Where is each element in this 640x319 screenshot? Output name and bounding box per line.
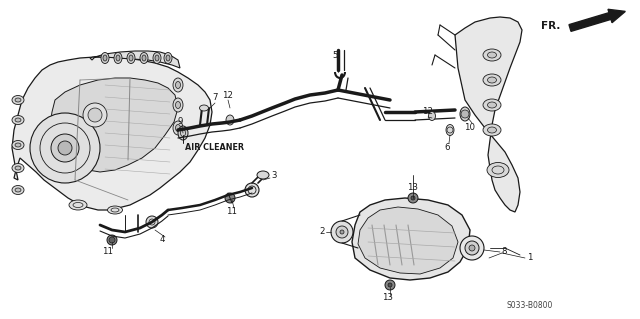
Ellipse shape [69, 200, 87, 210]
Ellipse shape [488, 102, 497, 108]
Text: 11: 11 [102, 248, 113, 256]
Text: 12: 12 [422, 108, 433, 116]
Ellipse shape [446, 124, 454, 136]
Text: 13: 13 [383, 293, 394, 302]
Circle shape [340, 230, 344, 234]
Ellipse shape [483, 74, 501, 86]
Circle shape [460, 236, 484, 260]
Text: 7: 7 [212, 93, 218, 102]
Text: 2: 2 [319, 227, 324, 236]
Circle shape [146, 216, 158, 228]
Ellipse shape [12, 186, 24, 195]
Ellipse shape [15, 143, 21, 147]
Ellipse shape [257, 171, 269, 179]
Ellipse shape [116, 55, 120, 61]
Text: 13: 13 [408, 183, 419, 192]
Circle shape [331, 221, 353, 243]
Ellipse shape [155, 55, 159, 61]
Ellipse shape [15, 188, 21, 192]
Ellipse shape [12, 115, 24, 124]
Ellipse shape [173, 121, 183, 135]
Ellipse shape [153, 53, 161, 63]
Ellipse shape [15, 166, 21, 170]
Text: 1: 1 [527, 254, 532, 263]
Circle shape [225, 193, 235, 203]
Circle shape [245, 183, 259, 197]
Circle shape [30, 113, 100, 183]
Ellipse shape [460, 107, 470, 121]
Ellipse shape [108, 206, 122, 214]
Text: 3: 3 [271, 170, 276, 180]
Ellipse shape [487, 162, 509, 177]
FancyArrow shape [569, 9, 625, 31]
Text: 5: 5 [332, 50, 338, 60]
Ellipse shape [114, 53, 122, 63]
Text: 9: 9 [177, 117, 182, 127]
Circle shape [109, 237, 115, 243]
Polygon shape [352, 198, 470, 280]
Circle shape [465, 241, 479, 255]
Ellipse shape [173, 98, 183, 112]
Circle shape [107, 235, 117, 245]
Circle shape [411, 196, 415, 200]
Ellipse shape [175, 124, 180, 131]
Ellipse shape [12, 164, 24, 173]
Ellipse shape [175, 81, 180, 88]
Circle shape [461, 110, 469, 118]
Ellipse shape [178, 126, 188, 140]
Circle shape [88, 108, 102, 122]
Polygon shape [12, 57, 212, 210]
Ellipse shape [15, 118, 21, 122]
Text: AIR CLEANER: AIR CLEANER [185, 144, 244, 152]
Text: FR.: FR. [541, 21, 560, 31]
Ellipse shape [12, 140, 24, 150]
Circle shape [83, 103, 107, 127]
Ellipse shape [101, 53, 109, 63]
Ellipse shape [173, 78, 183, 92]
Ellipse shape [226, 115, 234, 125]
Circle shape [469, 245, 475, 251]
Ellipse shape [200, 105, 209, 111]
Circle shape [408, 193, 418, 203]
Ellipse shape [15, 98, 21, 102]
Text: 10: 10 [465, 123, 476, 132]
Ellipse shape [488, 77, 497, 83]
Ellipse shape [127, 53, 135, 63]
Ellipse shape [129, 55, 133, 61]
Text: 4: 4 [159, 235, 164, 244]
Polygon shape [455, 17, 522, 212]
Polygon shape [90, 51, 180, 68]
Circle shape [51, 134, 79, 162]
Ellipse shape [166, 55, 170, 61]
Text: 6: 6 [444, 144, 450, 152]
Text: 8: 8 [501, 248, 507, 256]
Ellipse shape [175, 101, 180, 108]
Polygon shape [358, 207, 458, 274]
Ellipse shape [164, 53, 172, 63]
Text: 11: 11 [227, 207, 237, 217]
Polygon shape [50, 78, 178, 172]
Ellipse shape [103, 55, 107, 61]
Ellipse shape [483, 49, 501, 61]
Ellipse shape [142, 55, 146, 61]
Ellipse shape [429, 112, 435, 121]
Circle shape [336, 226, 348, 238]
Circle shape [385, 280, 395, 290]
Text: S033-B0800: S033-B0800 [507, 300, 553, 309]
Ellipse shape [488, 52, 497, 58]
Ellipse shape [12, 95, 24, 105]
Text: 12: 12 [223, 91, 234, 100]
Ellipse shape [488, 127, 497, 133]
Circle shape [58, 141, 72, 155]
Ellipse shape [483, 124, 501, 136]
Ellipse shape [140, 53, 148, 63]
Ellipse shape [483, 99, 501, 111]
Circle shape [388, 283, 392, 287]
